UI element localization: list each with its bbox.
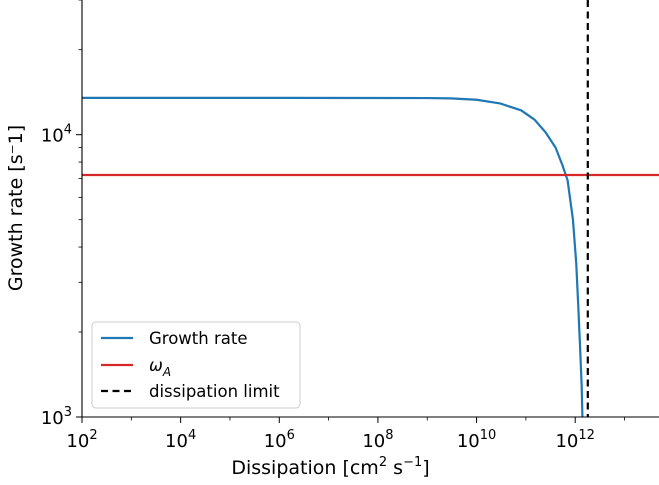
- y-tick-label: 103: [41, 405, 72, 429]
- y-tick-label: 104: [41, 123, 72, 147]
- x-tick-label: 1010: [457, 428, 496, 452]
- x-tick-label: 104: [165, 428, 196, 452]
- series-growth-rate-line: [82, 96, 584, 417]
- legend-label: dissipation limit: [149, 382, 280, 401]
- x-axis-label: Dissipation [cm2 s−1]: [231, 455, 429, 479]
- x-tick-label: 108: [362, 428, 393, 452]
- y-axis-label: Growth rate [s⁻1]: [5, 125, 27, 291]
- x-tick-label: 106: [264, 428, 295, 452]
- x-tick-label: 102: [66, 428, 97, 452]
- legend-label: Growth rate: [149, 329, 247, 348]
- x-tick-label: 1012: [555, 428, 594, 452]
- legend-label: ωA: [149, 356, 171, 379]
- legend-box: [91, 321, 301, 409]
